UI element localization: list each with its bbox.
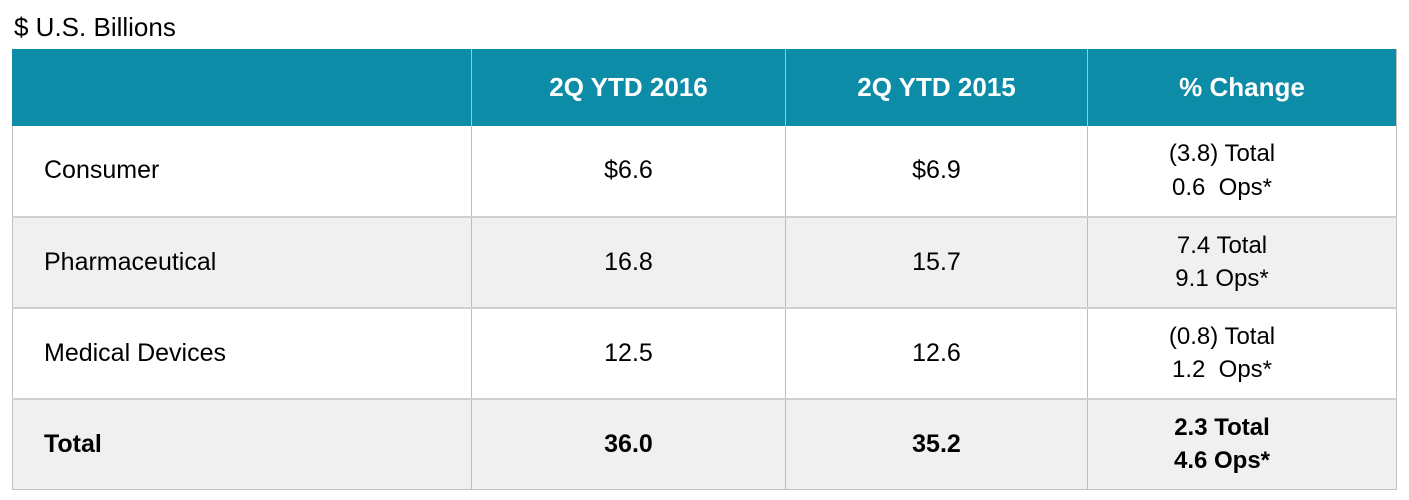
value-pct-change: (0.8) Total 1.2 Ops*: [1087, 306, 1397, 399]
value-pct-change: 2.3 Total 4.6 Ops*: [1087, 397, 1397, 490]
row-label: Total: [12, 397, 472, 490]
value-pct-change: 7.4 Total 9.1 Ops*: [1087, 215, 1397, 308]
row-label: Consumer: [12, 125, 472, 217]
column-header-pct-change: % Change: [1087, 48, 1397, 126]
column-header-segment: [12, 48, 472, 126]
value-pct-change: (3.8) Total 0.6 Ops*: [1087, 125, 1397, 217]
column-header-2q-ytd-2015: 2Q YTD 2015: [785, 48, 1088, 126]
row-label: Pharmaceutical: [12, 215, 472, 308]
value-2016: 36.0: [471, 397, 786, 490]
value-2015: 15.7: [785, 215, 1088, 308]
column-header-2q-ytd-2016: 2Q YTD 2016: [471, 48, 786, 126]
table-body: Consumer $6.6 $6.9 (3.8) Total 0.6 Ops* …: [12, 125, 1397, 490]
value-2015: 35.2: [785, 397, 1088, 490]
row-label: Medical Devices: [12, 306, 472, 399]
table-header: 2Q YTD 2016 2Q YTD 2015 % Change: [12, 48, 1397, 126]
value-2015: $6.9: [785, 125, 1088, 217]
table-row-total: Total 36.0 35.2 2.3 Total 4.6 Ops*: [12, 397, 1397, 490]
value-2015: 12.6: [785, 306, 1088, 399]
page-title: $ U.S. Billions: [14, 12, 176, 42]
value-2016: 16.8: [471, 215, 786, 308]
header-row: 2Q YTD 2016 2Q YTD 2015 % Change: [12, 48, 1397, 126]
table-row-consumer: Consumer $6.6 $6.9 (3.8) Total 0.6 Ops*: [12, 125, 1397, 217]
financial-results-table: 2Q YTD 2016 2Q YTD 2015 % Change Consume…: [12, 48, 1397, 491]
value-2016: $6.6: [471, 125, 786, 217]
value-2016: 12.5: [471, 306, 786, 399]
table-row-pharmaceutical: Pharmaceutical 16.8 15.7 7.4 Total 9.1 O…: [12, 215, 1397, 308]
table-row-medical-devices: Medical Devices 12.5 12.6 (0.8) Total 1.…: [12, 306, 1397, 399]
